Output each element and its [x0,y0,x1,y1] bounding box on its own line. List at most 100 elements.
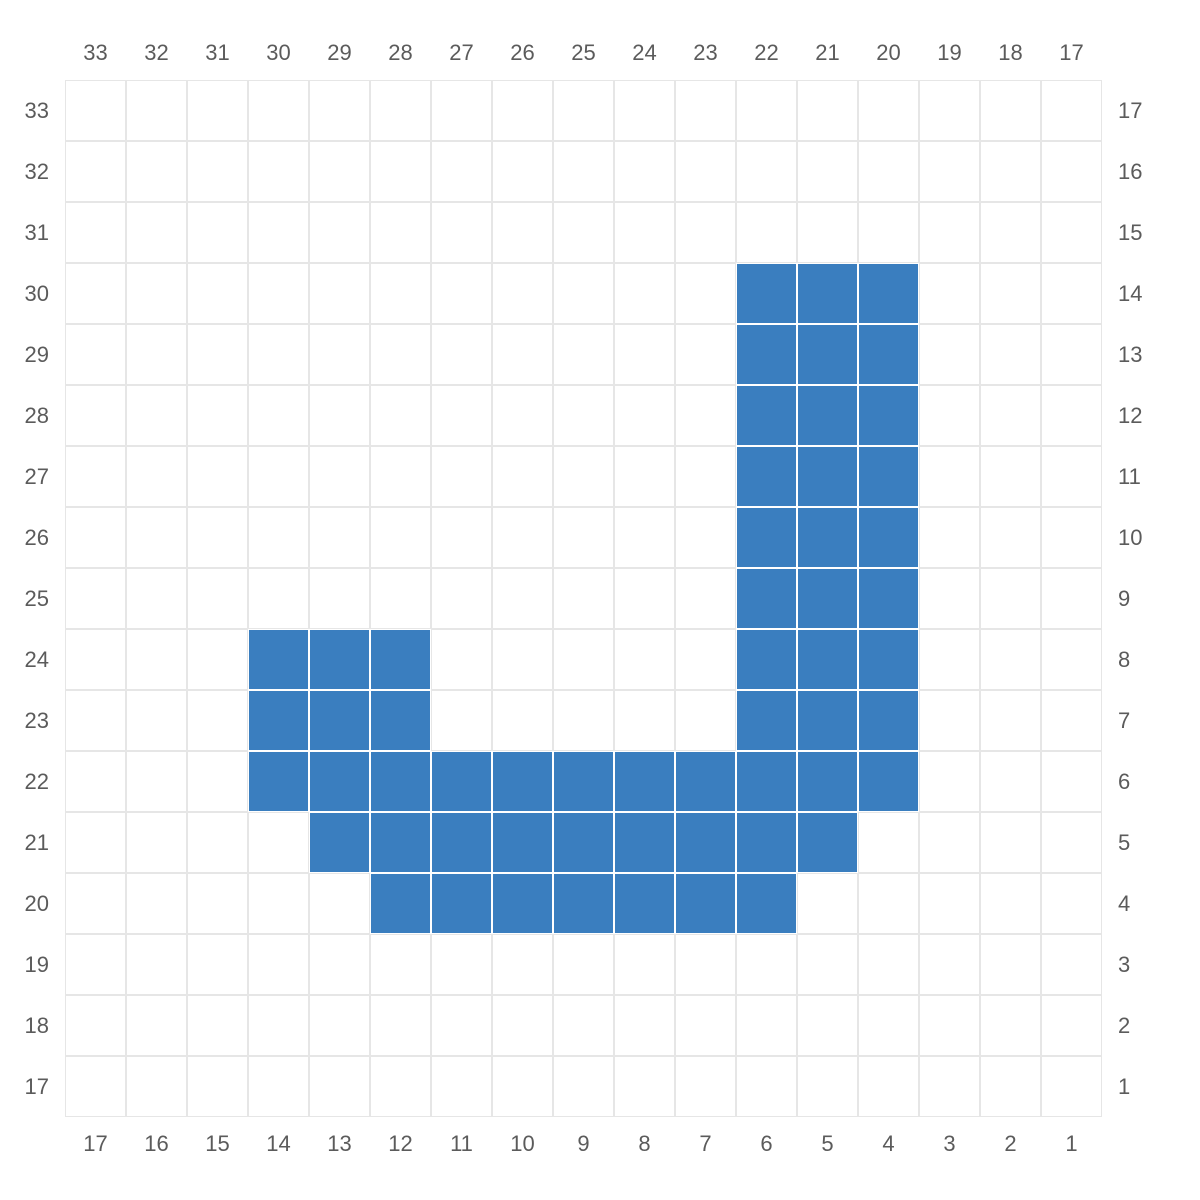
cell-filled [431,751,492,812]
cell-empty [309,934,370,995]
top-axis-label: 19 [937,42,961,64]
cell-empty [919,80,980,141]
bottom-axis-label: 1 [1065,1133,1077,1155]
cell-empty [248,141,309,202]
cell-empty [858,141,919,202]
cell-empty [370,507,431,568]
cell-empty [1041,507,1102,568]
cell-empty [553,1056,614,1117]
bottom-axis-label: 14 [266,1133,290,1155]
cell-empty [309,324,370,385]
cell-empty [431,202,492,263]
cell-empty [126,80,187,141]
cell-empty [614,934,675,995]
cell-empty [126,324,187,385]
cell-filled [858,629,919,690]
cell-empty [919,812,980,873]
right-axis-label: 6 [1118,771,1130,793]
cell-empty [187,568,248,629]
cell-empty [919,1056,980,1117]
cell-empty [187,80,248,141]
right-axis-label: 11 [1118,466,1141,488]
cell-empty [858,995,919,1056]
cell-filled [309,629,370,690]
cell-filled [309,812,370,873]
bottom-axis-label: 16 [144,1133,168,1155]
cell-filled [614,751,675,812]
cell-filled [797,629,858,690]
cell-empty [309,507,370,568]
cell-empty [797,934,858,995]
cell-empty [675,1056,736,1117]
top-axis-label: 33 [83,42,107,64]
right-axis-label: 2 [1118,1015,1130,1037]
cell-filled [797,385,858,446]
cell-empty [1041,568,1102,629]
cell-empty [675,507,736,568]
cell-empty [614,629,675,690]
cell-empty [614,385,675,446]
bottom-axis-label: 10 [510,1133,534,1155]
cell-filled [248,751,309,812]
cell-empty [492,934,553,995]
cell-empty [980,385,1041,446]
cell-empty [675,995,736,1056]
grid-row [65,385,1102,446]
cell-empty [431,324,492,385]
grid-row [65,934,1102,995]
cell-empty [614,202,675,263]
cell-empty [919,202,980,263]
cell-empty [675,80,736,141]
cell-empty [675,446,736,507]
left-axis-label: 30 [25,283,49,305]
bottom-axis-label: 11 [450,1133,473,1155]
left-axis-label: 20 [25,893,49,915]
cell-filled [858,507,919,568]
cell-empty [309,202,370,263]
left-axis-label: 17 [25,1076,49,1098]
cell-empty [675,141,736,202]
cell-empty [553,629,614,690]
cell-empty [126,1056,187,1117]
cell-filled [248,690,309,751]
cell-empty [553,202,614,263]
cell-empty [248,568,309,629]
cell-filled [736,446,797,507]
top-axis-label: 23 [693,42,717,64]
cell-empty [675,934,736,995]
cell-empty [1041,141,1102,202]
cell-empty [187,1056,248,1117]
bottom-axis-label: 3 [943,1133,955,1155]
cell-empty [431,385,492,446]
cell-filled [553,751,614,812]
cell-empty [248,995,309,1056]
cell-empty [187,141,248,202]
cell-filled [797,751,858,812]
right-axis-label: 14 [1118,283,1142,305]
cell-empty [797,1056,858,1117]
grid-row [65,263,1102,324]
cell-empty [919,446,980,507]
cell-empty [614,507,675,568]
bottom-axis-label: 7 [699,1133,711,1155]
cell-empty [858,80,919,141]
cell-empty [187,934,248,995]
cell-filled [736,568,797,629]
left-axis-label: 21 [25,832,49,854]
grid-row [65,202,1102,263]
cell-empty [980,873,1041,934]
cell-empty [65,751,126,812]
cell-empty [980,568,1041,629]
cell-empty [187,507,248,568]
cell-empty [1041,1056,1102,1117]
top-axis-label: 22 [754,42,778,64]
cell-empty [187,812,248,873]
cell-empty [370,263,431,324]
cell-filled [797,812,858,873]
cell-empty [553,385,614,446]
cell-empty [675,263,736,324]
cell-empty [431,934,492,995]
cell-empty [980,690,1041,751]
cell-empty [614,324,675,385]
cell-empty [187,324,248,385]
